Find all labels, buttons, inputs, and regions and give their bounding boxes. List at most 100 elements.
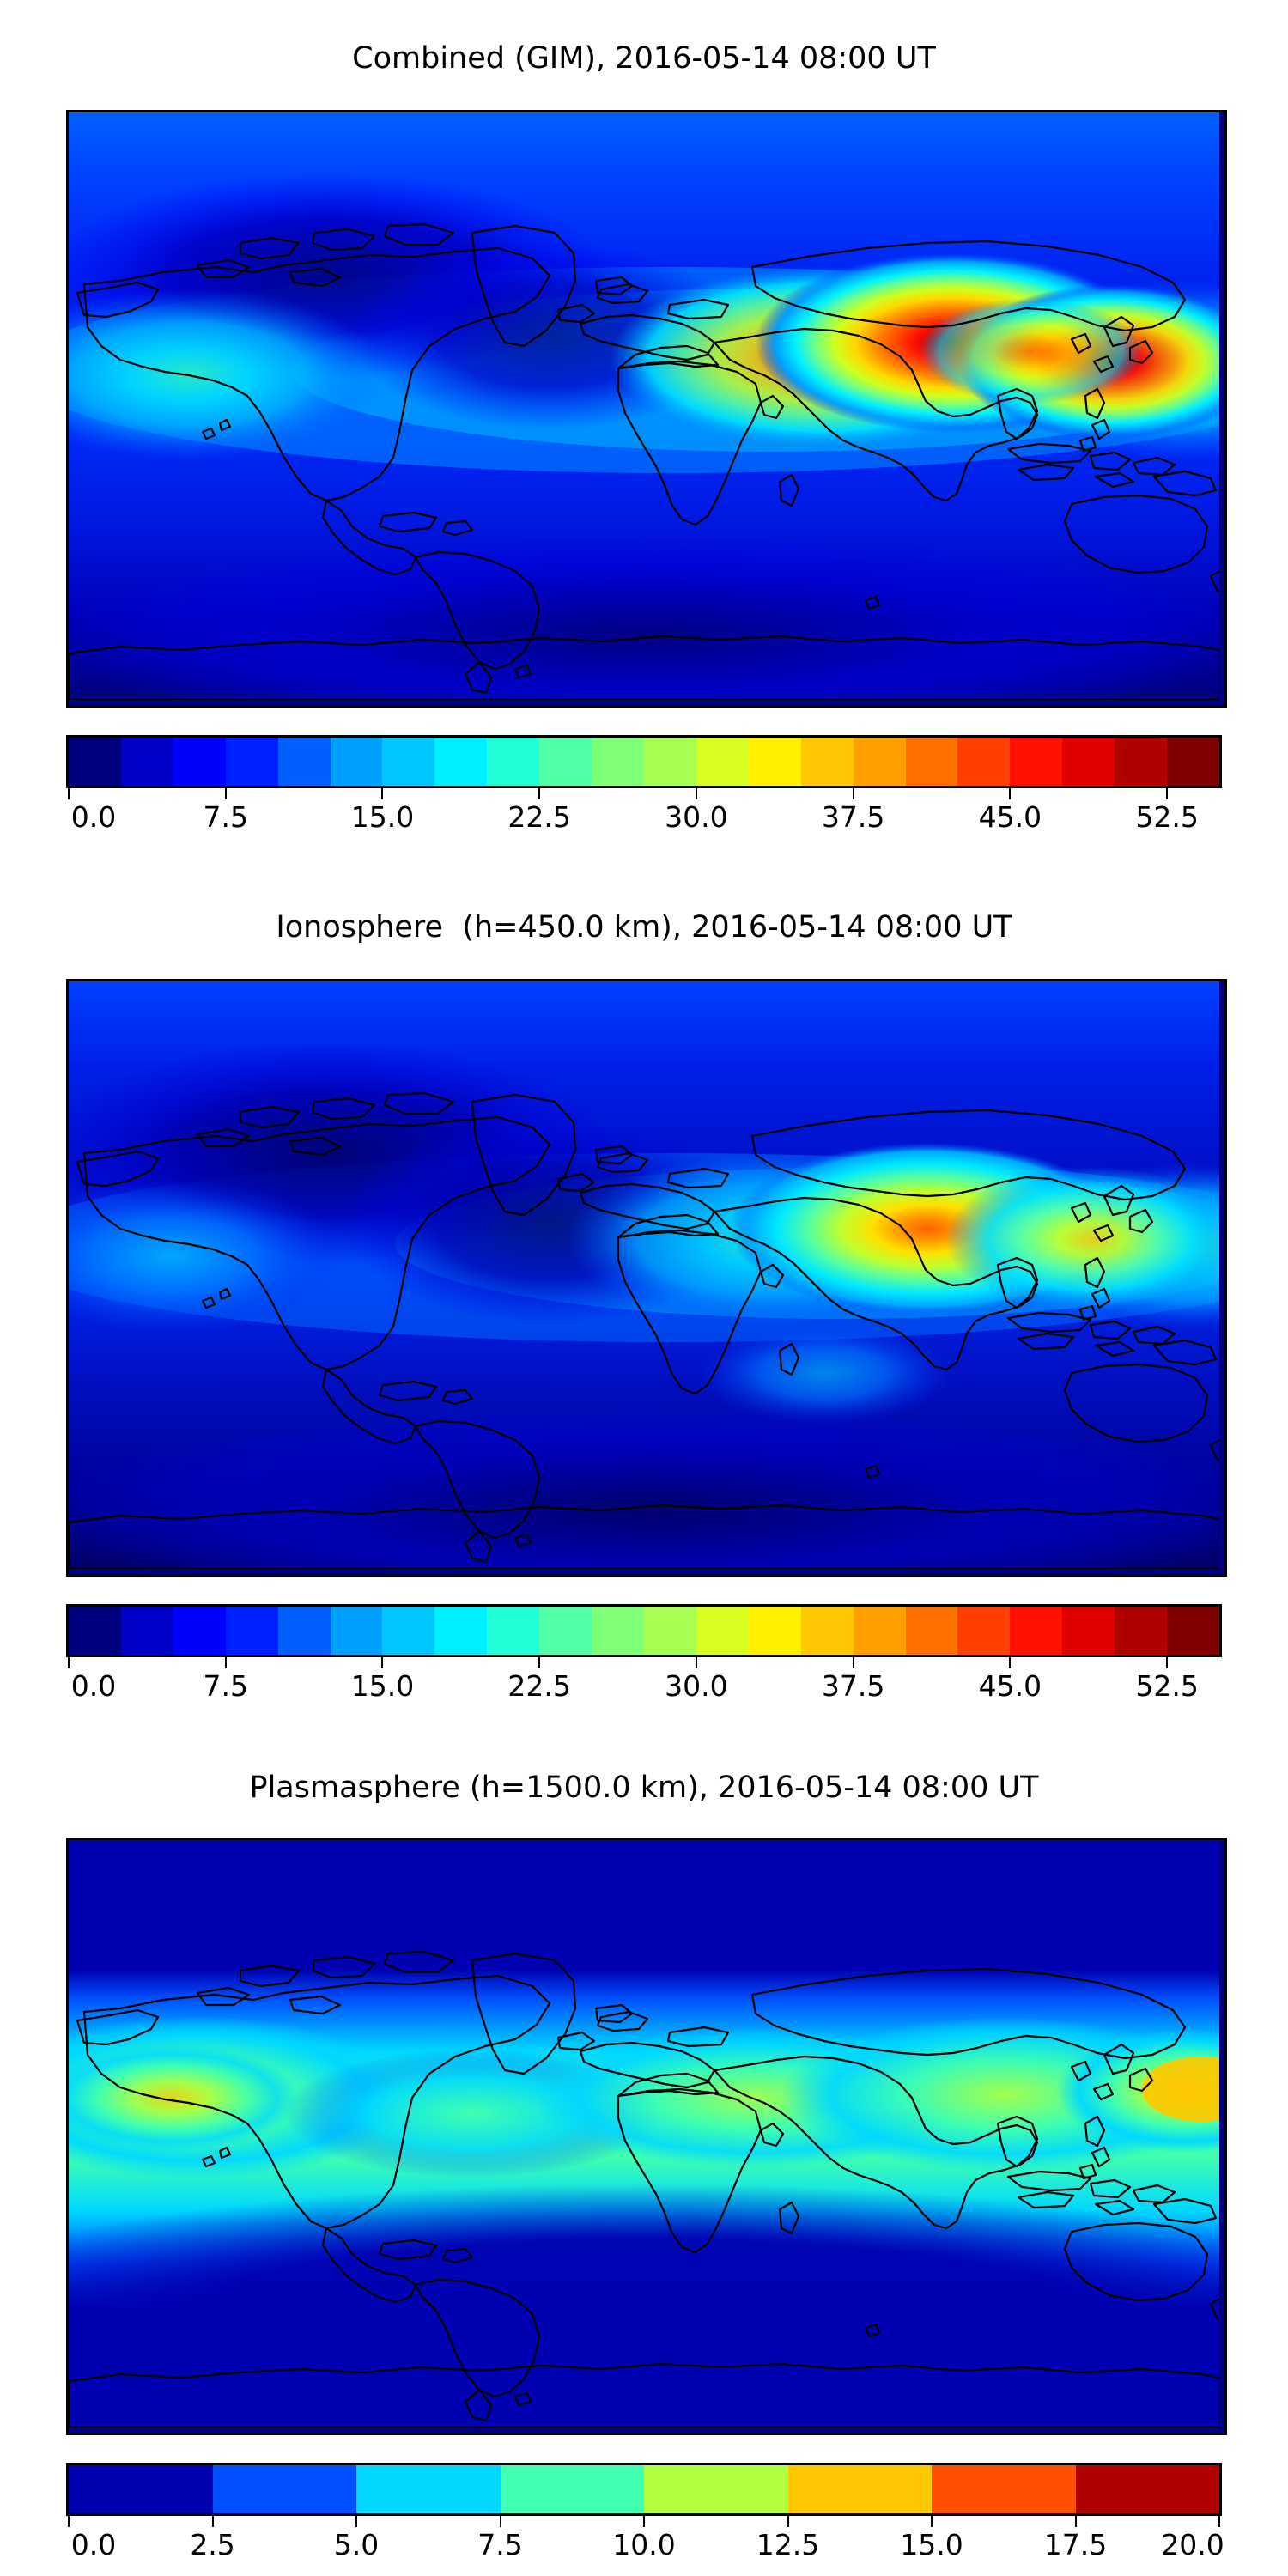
colorbar-tick-label: 22.5: [507, 1669, 571, 1703]
colorbar-segment: [905, 738, 958, 786]
colorbar-segment: [330, 738, 383, 786]
colorbar-segment: [120, 738, 173, 786]
colorbar-tick-label: 45.0: [978, 1669, 1042, 1703]
colorbar-segment: [696, 1607, 749, 1655]
colorbar-segment: [696, 738, 749, 786]
colorbar-tick: [381, 1657, 384, 1668]
colorbar-segment: [1075, 2465, 1219, 2513]
coastlines-plasmasphere: [69, 1950, 1219, 2427]
colorbar-plasmasphere: 0.0 2.5 5.0 7.5 10.0 12.5 15.0 17.5 20.0: [66, 2463, 1224, 2567]
colorbar-tick-label: 22.5: [507, 800, 571, 834]
colorbar-tick: [1166, 788, 1169, 799]
colorbar-tick-label: 15.0: [900, 2528, 963, 2561]
colorbar-tick: [643, 2516, 645, 2527]
coastlines-ionosphere: [69, 1091, 1219, 1569]
colorbar-plasmasphere-ticks: 0.0 2.5 5.0 7.5 10.0 12.5 15.0 17.5 20.0: [66, 2516, 1224, 2567]
colorbar-segment: [330, 1607, 383, 1655]
colorbar-segment: [957, 1607, 1011, 1655]
colorbar-segment: [800, 738, 854, 786]
colorbar-tick: [499, 2516, 501, 2527]
colorbar-segment: [1167, 1607, 1219, 1655]
colorbar-segment: [173, 738, 226, 786]
colorbar-tick-label: 15.0: [350, 1669, 415, 1703]
colorbar-tick: [381, 788, 384, 799]
colorbar-segment: [382, 738, 435, 786]
colorbar-tick: [931, 2516, 933, 2527]
colorbar-segment: [356, 2465, 501, 2513]
colorbar-segment: [905, 1607, 958, 1655]
colorbar-segment: [500, 2465, 644, 2513]
colorbar-tick: [695, 788, 697, 799]
coastlines-combined: [69, 222, 1219, 700]
colorbar-segment: [382, 1607, 435, 1655]
colorbar-tick: [68, 1657, 70, 1668]
colorbar-segment: [487, 738, 540, 786]
colorbar-tick-label: 7.5: [203, 1669, 248, 1703]
colorbar-segment: [748, 1607, 801, 1655]
colorbar-tick: [538, 788, 541, 799]
colorbar-tick: [1009, 1657, 1012, 1668]
colorbar-segment: [1167, 738, 1219, 786]
colorbar-tick: [224, 788, 227, 799]
colorbar-tick-label: 45.0: [978, 800, 1042, 834]
colorbar-tick: [355, 2516, 357, 2527]
colorbar-segment: [643, 1607, 696, 1655]
colorbar-tick: [68, 788, 70, 799]
panel-plasmasphere: Plasmasphere (h=1500.0 km), 2016-05-14 0…: [0, 1717, 1288, 2576]
map-plasmasphere: [66, 1838, 1227, 2435]
colorbar-segment: [787, 2465, 932, 2513]
colorbar-segment: [592, 1607, 644, 1655]
colorbar-tick-label: 37.5: [821, 800, 885, 834]
colorbar-segment: [1062, 738, 1115, 786]
colorbar-segment: [1115, 1607, 1168, 1655]
colorbar-tick-label: 37.5: [821, 1669, 885, 1703]
colorbar-segment: [225, 1607, 278, 1655]
colorbar-tick: [852, 788, 854, 799]
colorbar-segment: [277, 1607, 331, 1655]
panel-title-ionosphere: Ionosphere (h=450.0 km), 2016-05-14 08:0…: [276, 910, 1012, 945]
colorbar-segment: [69, 738, 121, 786]
colorbar-segment: [1010, 1607, 1063, 1655]
colorbar-segment: [120, 1607, 173, 1655]
map-canvas-plasmasphere: [69, 1840, 1219, 2427]
colorbar-segment: [1062, 1607, 1115, 1655]
colorbar-tick-label: 7.5: [203, 800, 248, 834]
map-ionosphere: [66, 979, 1227, 1577]
colorbar-tick: [1218, 2516, 1220, 2527]
colorbar-segment: [173, 1607, 226, 1655]
colorbar-tick-label: 12.5: [756, 2528, 820, 2561]
panel-ionosphere: Ionosphere (h=450.0 km), 2016-05-14 08:0…: [0, 859, 1288, 1717]
colorbar-segment: [69, 2465, 213, 2513]
colorbar-tick: [1009, 788, 1012, 799]
colorbar-tick-label: 52.5: [1135, 1669, 1199, 1703]
colorbar-tick-label: 17.5: [1043, 2528, 1108, 2561]
colorbar-tick: [224, 1657, 227, 1668]
colorbar-segment: [592, 738, 644, 786]
colorbar-tick-label: 30.0: [665, 800, 728, 834]
colorbar-tick: [1166, 1657, 1169, 1668]
colorbar-tick: [852, 1657, 854, 1668]
map-canvas-ionosphere: [69, 981, 1219, 1569]
colorbar-segment: [644, 2465, 788, 2513]
colorbar-tick: [1074, 2516, 1077, 2527]
colorbar-tick-label: 7.5: [477, 2528, 523, 2561]
colorbar-segment: [1010, 738, 1063, 786]
colorbar-segment: [539, 738, 592, 786]
colorbar-tick: [538, 1657, 541, 1668]
colorbar-segment: [1115, 738, 1168, 786]
colorbar-tick-label: 10.0: [612, 2528, 676, 2561]
colorbar-segment: [853, 1607, 906, 1655]
colorbar-tick-label: 0.0: [70, 2528, 117, 2561]
colorbar-segment: [539, 1607, 592, 1655]
colorbar-tick-label: 0.0: [70, 800, 117, 834]
colorbar-tick: [787, 2516, 789, 2527]
colorbar-segment: [434, 738, 488, 786]
panel-title-combined: Combined (GIM), 2016-05-14 08:00 UT: [352, 41, 936, 76]
colorbar-segment: [853, 738, 906, 786]
colorbar-combined: 0.0 7.5 15.0 22.5 30.0 37.5 45.0 52.5: [66, 735, 1222, 838]
colorbar-ionosphere-ticks: 0.0 7.5 15.0 22.5 30.0 37.5 45.0 52.5: [66, 1657, 1222, 1709]
colorbar-tick: [211, 2516, 214, 2527]
colorbar-segment: [69, 1607, 121, 1655]
colorbar-combined-strip: [66, 735, 1222, 788]
colorbar-tick-label: 20.0: [1161, 2528, 1224, 2561]
